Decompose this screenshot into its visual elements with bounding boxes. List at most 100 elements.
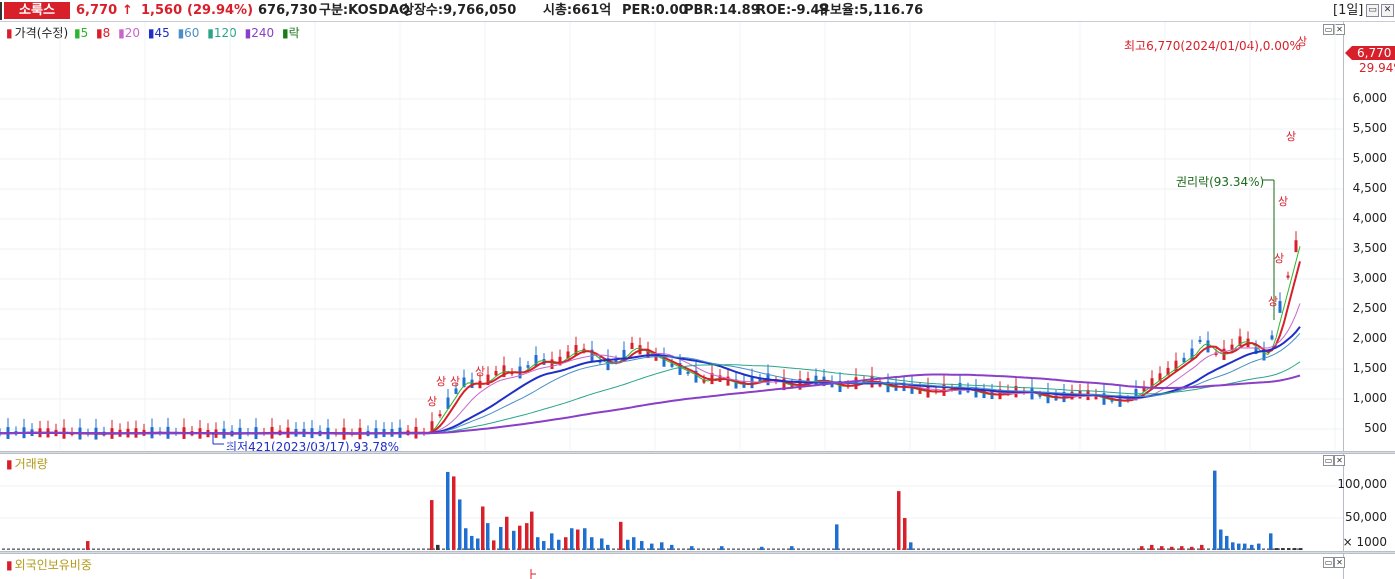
volume-bar xyxy=(600,538,604,550)
volume-bar-baseline xyxy=(272,548,275,550)
volume-bar xyxy=(570,528,574,550)
candle-body xyxy=(918,388,922,394)
volume-bar xyxy=(430,500,434,550)
volume-value: 676,730 xyxy=(258,3,318,18)
volume-bar xyxy=(576,529,580,550)
candle-body xyxy=(614,360,618,363)
volume-bar xyxy=(670,544,674,550)
volume-bar-baseline xyxy=(192,548,195,550)
volume-bar-baseline xyxy=(682,548,685,550)
volume-bar xyxy=(464,528,468,550)
volume-bar-baseline xyxy=(37,548,40,550)
volume-bar xyxy=(1237,543,1241,550)
candle-body xyxy=(1046,391,1050,404)
volume-bar-baseline xyxy=(1012,548,1015,550)
header-marker xyxy=(0,2,2,20)
ma5-line xyxy=(0,246,1301,435)
legend-rights: ▮락 xyxy=(281,26,300,40)
ma240-line xyxy=(0,373,1301,435)
candle-body xyxy=(646,349,650,359)
volume-bar-baseline xyxy=(917,548,920,550)
legend-ma120: ▮120 xyxy=(207,26,237,40)
close-icon[interactable]: ✕ xyxy=(1381,4,1394,17)
candle-body xyxy=(1158,373,1162,382)
volume-bar-baseline xyxy=(262,548,265,550)
pbr-value: PBR:14.89 xyxy=(684,3,760,18)
volume-bar-baseline xyxy=(787,548,790,550)
volume-bar-baseline xyxy=(637,548,640,550)
volume-bar-baseline xyxy=(1052,548,1055,550)
volume-bar-baseline xyxy=(892,548,895,550)
volume-bar-baseline xyxy=(132,548,135,550)
volume-bar-baseline xyxy=(342,548,345,550)
volume-bar xyxy=(1150,544,1154,550)
volume-bar-baseline xyxy=(227,548,230,550)
volume-bar-baseline xyxy=(332,548,335,550)
volume-bar-baseline xyxy=(112,548,115,550)
restore-icon[interactable]: ▭ xyxy=(1366,4,1379,17)
volume-bar-baseline xyxy=(1042,548,1045,550)
candle-body xyxy=(558,356,562,366)
volume-bar-baseline xyxy=(877,548,880,550)
volume-bar-baseline xyxy=(807,548,810,550)
volume-bar-baseline xyxy=(187,548,190,550)
volume-bar xyxy=(590,537,594,550)
volume-bar-baseline xyxy=(932,548,935,550)
volume-bar-baseline xyxy=(1017,548,1020,550)
volume-bar-baseline xyxy=(872,548,875,550)
volume-pane-restore-icon[interactable]: ▭ xyxy=(1323,455,1334,466)
volume-bar-baseline xyxy=(62,548,65,550)
stock-name[interactable]: 소룩스 xyxy=(4,2,70,19)
volume-bar-baseline xyxy=(402,548,405,550)
volume-bar-baseline xyxy=(22,548,25,550)
volume-bar-baseline xyxy=(352,548,355,550)
legend-ma60: ▮60 xyxy=(177,26,200,40)
foreign-pane-restore-icon[interactable]: ▭ xyxy=(1323,557,1334,568)
candle-body xyxy=(790,383,794,388)
volume-bar-baseline xyxy=(417,548,420,550)
volume-bar-baseline xyxy=(1217,548,1220,550)
candle-body xyxy=(654,354,658,361)
volume-bar-baseline xyxy=(177,548,180,550)
volume-bar-baseline xyxy=(427,548,430,550)
volume-bar xyxy=(436,544,440,550)
volume-bar xyxy=(536,537,540,550)
volume-bar-baseline xyxy=(992,548,995,550)
pane-restore-icon[interactable]: ▭ xyxy=(1323,24,1334,35)
volume-bar xyxy=(1299,548,1303,550)
price-change-pct: (29.94%) xyxy=(187,3,254,18)
volume-bar xyxy=(476,538,480,550)
volume-bar xyxy=(1257,543,1261,550)
volume-bar-baseline xyxy=(1092,548,1095,550)
volume-bar-baseline xyxy=(1057,548,1060,550)
candle-body xyxy=(454,388,458,394)
volume-bar-baseline xyxy=(357,548,360,550)
volume-bar xyxy=(909,542,913,550)
volume-bar-baseline xyxy=(72,548,75,550)
volume-bar-baseline xyxy=(347,548,350,550)
volume-bar-baseline xyxy=(687,548,690,550)
volume-bar-baseline xyxy=(387,548,390,550)
candle-body xyxy=(1174,360,1178,372)
header-bar: 소룩스 6,770 ↑ 1,560 (29.94%) 676,730 구분:KO… xyxy=(0,0,1395,22)
volume-bar-baseline xyxy=(422,548,425,550)
volume-bar-baseline xyxy=(77,548,80,550)
volume-bar-baseline xyxy=(1177,548,1180,550)
market-type: 구분:KOSDAQ xyxy=(319,3,410,18)
volume-bar-baseline xyxy=(882,548,885,550)
volume-bar-baseline xyxy=(42,548,45,550)
period-button[interactable]: [1일] xyxy=(1333,3,1364,18)
current-price-label: 6,770 xyxy=(1357,46,1392,60)
candle-body xyxy=(502,365,506,378)
volume-bar-baseline xyxy=(162,548,165,550)
volume-pane-close-icon[interactable]: ✕ xyxy=(1334,455,1345,466)
candle-body xyxy=(1270,335,1274,340)
foreign-pane-close-icon[interactable]: ✕ xyxy=(1334,557,1345,568)
volume-bar-baseline xyxy=(752,548,755,550)
volume-bar-baseline xyxy=(922,548,925,550)
candle-body xyxy=(1182,357,1186,363)
volume-bar xyxy=(86,541,90,550)
volume-bar-baseline xyxy=(587,548,590,550)
volume-bar-baseline xyxy=(982,548,985,550)
